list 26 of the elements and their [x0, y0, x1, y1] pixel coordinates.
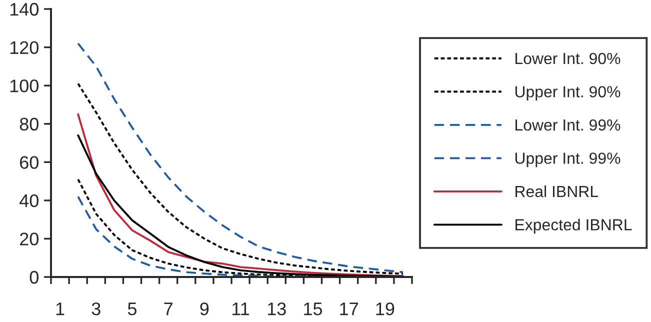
x-tick-label: 13	[268, 302, 286, 316]
x-tick-label: 19	[376, 302, 394, 316]
x-tick-label: 15	[304, 302, 322, 316]
y-tick-label: 100	[10, 80, 38, 92]
x-tick-label: 3	[92, 302, 100, 316]
x-tick-label: 11	[232, 302, 250, 316]
x-tick-label: 1	[56, 302, 64, 316]
x-tick-label: 7	[164, 302, 172, 316]
x-tick-label: 9	[200, 302, 209, 316]
x-tick-label: 5	[128, 302, 136, 316]
y-tick-label: 80	[20, 118, 38, 131]
legend-label: Real IBNRL	[516, 185, 598, 198]
legend-label: Lower Int. 99%	[516, 119, 620, 131]
line-series	[77, 82, 404, 275]
legend-label: Expected IBNRL	[516, 218, 632, 234]
y-tick-label: 0	[30, 270, 38, 284]
y-tick-label: 140	[10, 2, 38, 16]
y-tick-label: 60	[20, 156, 38, 169]
line-series	[77, 42, 404, 274]
legend-label: Upper Int. 90%	[515, 86, 620, 101]
y-tick-label: 40	[20, 194, 38, 208]
legend-label: Upper Int. 99%	[515, 152, 620, 168]
legend-label: Lower Int. 90%	[516, 52, 620, 64]
y-tick-label: 120	[10, 41, 38, 54]
x-tick-label: 17	[340, 302, 358, 316]
y-tick-label: 20	[20, 232, 38, 246]
